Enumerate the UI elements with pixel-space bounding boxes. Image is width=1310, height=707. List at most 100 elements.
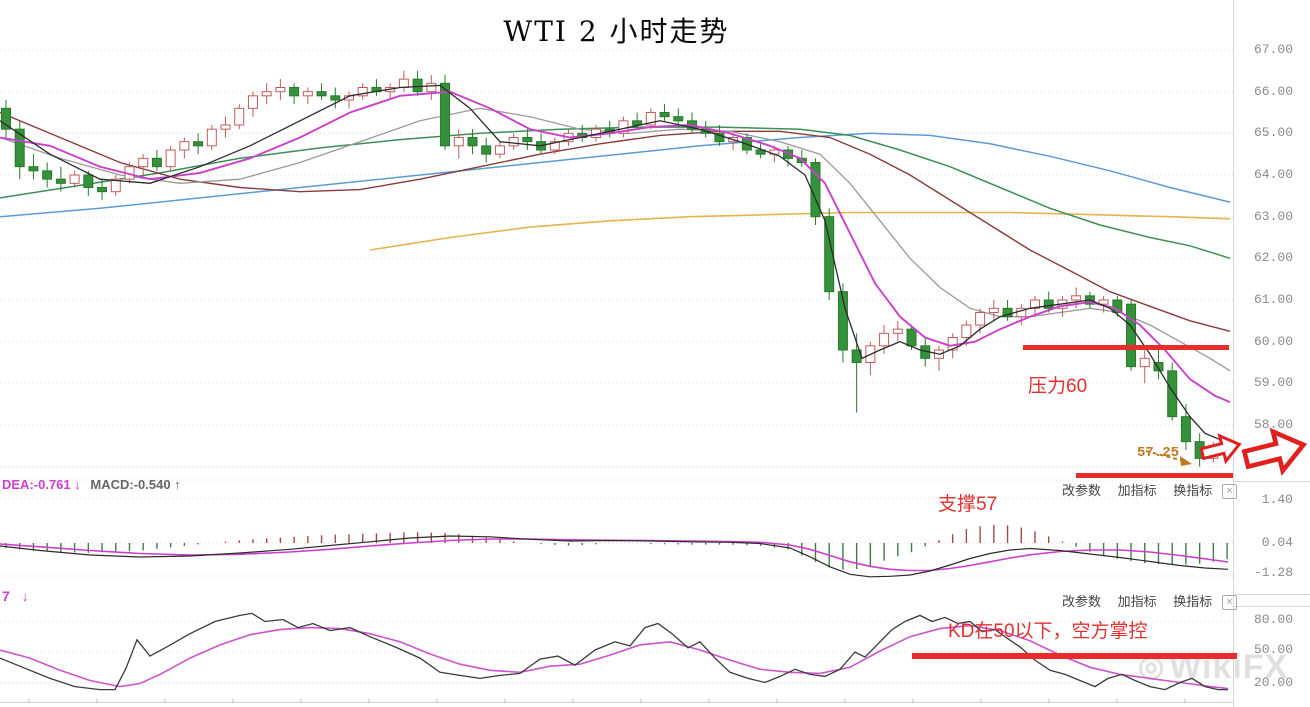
candle (920, 337, 931, 367)
dea-line (0, 538, 1229, 572)
kd-axis-label: 80.00 (1253, 612, 1293, 627)
candle (1180, 404, 1191, 451)
candle (577, 125, 588, 142)
candle (302, 87, 313, 105)
candle (851, 333, 862, 413)
candle (508, 133, 519, 151)
price-axis-label: 65.00 (1253, 125, 1293, 140)
candle (1071, 287, 1082, 309)
candle (151, 150, 162, 171)
dea-value-label: DEA:-0.761 (2, 477, 71, 492)
candle (330, 87, 341, 109)
resistance-line (1023, 345, 1229, 350)
macd-header: DEA:-0.761 ↓ MACD:-0.540 ↑ (2, 477, 181, 492)
macd-switch-indicator-button[interactable]: 换指标 (1173, 483, 1213, 498)
candle (481, 137, 492, 163)
candle (536, 133, 547, 155)
price-axis-label: 58.00 (1253, 417, 1293, 432)
macd-change-params-button[interactable]: 改参数 (1062, 483, 1102, 498)
candle (426, 75, 437, 101)
kd-close-icon[interactable]: × (1221, 595, 1237, 610)
candle (412, 70, 423, 96)
price-axis-label: 61.00 (1253, 292, 1293, 307)
ma-lines-back-layer (0, 107, 1231, 372)
candle (975, 308, 986, 334)
red-arrows-layer (1199, 427, 1308, 476)
ma-long-orange (369, 211, 1231, 251)
axis-sep-3 (1233, 606, 1310, 607)
candle (700, 120, 711, 138)
candle (234, 104, 245, 130)
macd-toolbar: 改参数 加指标 换指标 × (1062, 480, 1237, 499)
dea-down-arrow-icon: ↓ (74, 477, 81, 492)
candle (961, 320, 972, 346)
kd-switch-indicator-button[interactable]: 换指标 (1173, 594, 1213, 609)
candle (1030, 295, 1040, 317)
candle (1194, 433, 1205, 467)
kd-change-params-button[interactable]: 改参数 (1062, 594, 1102, 609)
price-axis-label: 64.00 (1253, 167, 1293, 182)
candle (344, 91, 354, 109)
kd-note-label: KD在50以下，空方掌控 (948, 621, 1148, 642)
support-line (1076, 473, 1233, 478)
kd-add-indicator-button[interactable]: 加指标 (1117, 594, 1157, 609)
macd-layer (0, 524, 1229, 578)
price-axis-label: 67.00 (1253, 42, 1293, 57)
candle (604, 120, 615, 138)
watermark-logo-icon: ◎ (1138, 650, 1166, 683)
candle (824, 208, 835, 301)
candle (453, 129, 464, 159)
axis-sep-1 (1233, 481, 1310, 482)
kd-header: 7 ↓ (2, 588, 29, 604)
ma-maroon (0, 111, 1231, 332)
kd-axis-label: 50.00 (1253, 642, 1293, 657)
candle (563, 129, 574, 146)
ma-green (0, 126, 1231, 260)
dif-line (0, 535, 1229, 578)
candle (590, 125, 601, 142)
macd-close-icon[interactable]: × (1221, 484, 1237, 499)
candle (1208, 441, 1219, 463)
candlestick-layer (1, 70, 1233, 467)
candle (1057, 295, 1068, 317)
candle (55, 166, 66, 192)
candle (193, 133, 204, 155)
candle (289, 83, 300, 105)
candle (69, 170, 80, 188)
macd-axis-label: -1.28 (1253, 565, 1293, 580)
candle (124, 162, 135, 184)
candle (645, 108, 656, 130)
candle (138, 154, 149, 176)
price-axis-label: 63.00 (1253, 209, 1293, 224)
candle (467, 129, 478, 155)
candle (837, 283, 848, 363)
macd-axis-label: 0.04 (1261, 535, 1293, 550)
chart-title: WTI 2 小时走势 (503, 15, 730, 48)
candle (933, 345, 944, 371)
candle (206, 125, 217, 151)
candle (865, 341, 876, 376)
candle (549, 137, 560, 155)
candle (14, 120, 25, 180)
candle (165, 145, 176, 171)
candle (1139, 345, 1150, 384)
candle (247, 91, 258, 117)
candle (261, 83, 272, 105)
macd-add-indicator-button[interactable]: 加指标 (1117, 483, 1157, 498)
candle (1126, 300, 1137, 371)
candle (796, 150, 807, 167)
candle (1112, 295, 1123, 317)
candle (1084, 291, 1095, 309)
candle (398, 70, 409, 92)
macd-up-arrow-icon: ↑ (174, 477, 181, 492)
candle (1098, 295, 1109, 313)
candle (316, 83, 327, 101)
candle (741, 133, 752, 155)
candle (659, 104, 670, 121)
breakout-arrow-icon-large (1241, 427, 1308, 476)
price-axis-label: 66.00 (1253, 84, 1293, 99)
candle (988, 300, 999, 321)
candle (947, 333, 958, 359)
candle (1153, 350, 1164, 380)
